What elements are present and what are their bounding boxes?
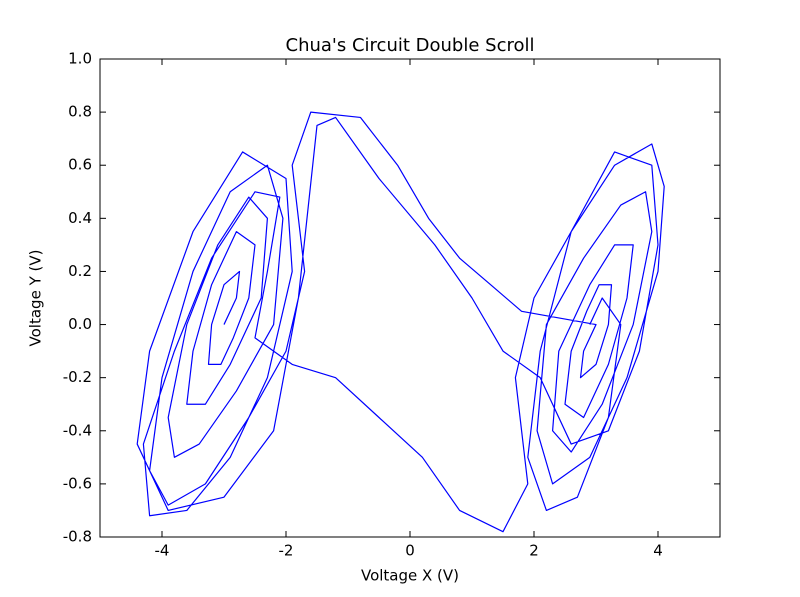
y-tick-label: -0.2 <box>63 368 92 386</box>
chart-title: Chua's Circuit Double Scroll <box>286 35 535 56</box>
y-tick-label: 1.0 <box>68 50 92 68</box>
trajectory-line <box>136 111 665 533</box>
x-tick-label: -2 <box>279 542 294 560</box>
x-axis-label: Voltage X (V) <box>361 567 459 585</box>
y-tick-label: -0.4 <box>63 421 92 439</box>
y-tick-label: 0.4 <box>68 209 92 227</box>
x-tick-label: -4 <box>155 542 170 560</box>
y-axis-label: Voltage Y (V) <box>27 250 45 347</box>
y-tick-label: -0.6 <box>63 474 92 492</box>
y-tick-label: 0.0 <box>68 315 92 333</box>
x-tick-label: 2 <box>529 542 539 560</box>
y-tick-label: 0.8 <box>68 103 92 121</box>
x-tick-label: 4 <box>653 542 663 560</box>
x-tick-label: 0 <box>405 542 415 560</box>
y-tick-label: 0.6 <box>68 156 92 174</box>
y-tick-label: -0.8 <box>63 528 92 546</box>
y-tick-label: 0.2 <box>68 262 92 280</box>
